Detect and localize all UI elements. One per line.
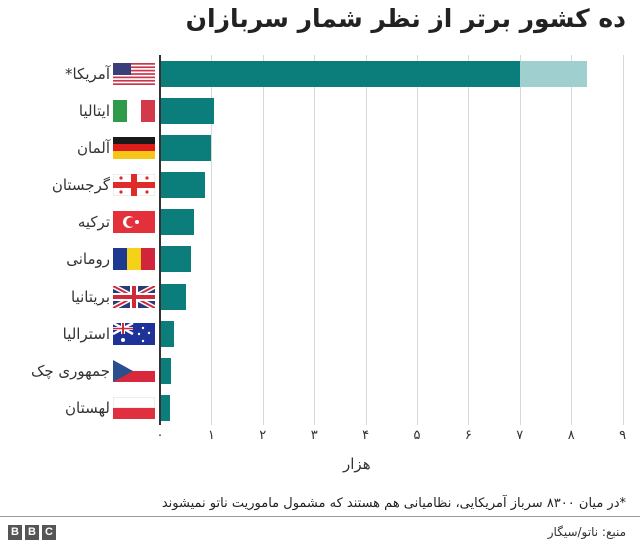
romania-flag-icon	[113, 248, 155, 270]
bar-row: آمریکا*	[0, 61, 640, 87]
gridline	[262, 55, 264, 425]
bar-row: گرجستان	[0, 172, 640, 198]
bar	[161, 246, 191, 272]
bar	[161, 98, 214, 124]
bbc-logo: B B C	[8, 525, 56, 540]
czech-flag-icon	[113, 360, 155, 382]
bar-row: ترکیه	[0, 209, 640, 235]
bar	[161, 172, 205, 198]
category-label: ایتالیا	[78, 102, 110, 120]
bar	[161, 395, 171, 421]
divider	[0, 516, 640, 517]
x-tick-label: ۱	[207, 428, 215, 443]
gridline	[571, 55, 573, 425]
turkey-flag-icon	[113, 211, 155, 233]
poland-flag-icon	[113, 397, 155, 419]
x-tick-label: ۷	[516, 428, 524, 443]
x-tick-label: ۰	[156, 428, 164, 443]
bar-row: لهستان	[0, 395, 640, 421]
georgia-flag-icon	[113, 174, 155, 196]
x-tick-label: ۳	[310, 428, 318, 443]
y-axis-line	[159, 55, 161, 425]
bar-row: بریتانیا	[0, 284, 640, 310]
category-label: آمریکا*	[64, 65, 110, 83]
gridline	[365, 55, 367, 425]
category-label: استرالیا	[62, 325, 110, 343]
bar	[161, 61, 520, 87]
category-label: ترکیه	[77, 213, 110, 231]
bar	[161, 284, 186, 310]
germany-flag-icon	[113, 137, 155, 159]
category-label: گرجستان	[51, 176, 110, 194]
gridline	[211, 55, 213, 425]
australia-flag-icon	[113, 323, 155, 345]
gridline	[314, 55, 316, 425]
uk-flag-icon	[113, 286, 155, 308]
bar	[161, 358, 172, 384]
bar-row: جمهوری چک	[0, 358, 640, 384]
chart-title: ده کشور برتر از نظر شمار سربازان	[185, 4, 626, 33]
x-axis-label: هزار	[343, 455, 371, 473]
x-tick-label: ۴	[362, 428, 370, 443]
bar-row: استرالیا	[0, 321, 640, 347]
x-tick-label: ۸	[567, 428, 575, 443]
x-tick-label: ۵	[413, 428, 421, 443]
bar-secondary	[519, 61, 587, 87]
bar-row: ایتالیا	[0, 98, 640, 124]
bar	[161, 321, 175, 347]
category-label: جمهوری چک	[30, 362, 110, 380]
bar-row: آلمان	[0, 135, 640, 161]
category-label: رومانی	[66, 250, 110, 268]
category-label: لهستان	[65, 399, 110, 417]
gridline	[417, 55, 418, 425]
category-label: بریتانیا	[71, 288, 110, 306]
x-tick-label: ۲	[259, 428, 267, 443]
bar	[161, 135, 211, 161]
x-tick-label: ۹	[619, 428, 627, 443]
us-flag-icon	[113, 63, 155, 85]
bar-row: رومانی	[0, 246, 640, 272]
category-label: آلمان	[77, 139, 110, 157]
gridline	[468, 55, 470, 425]
gridline	[519, 55, 521, 425]
italy-flag-icon	[113, 100, 155, 122]
bar	[161, 209, 194, 235]
gridline	[622, 55, 624, 425]
footnote: *در میان ۸۳۰۰ سرباز آمریکایی، نظامیانی ه…	[161, 496, 626, 511]
x-tick-label: ۶	[464, 428, 472, 443]
source-text: منبع: ناتو/سیگار	[547, 525, 626, 539]
